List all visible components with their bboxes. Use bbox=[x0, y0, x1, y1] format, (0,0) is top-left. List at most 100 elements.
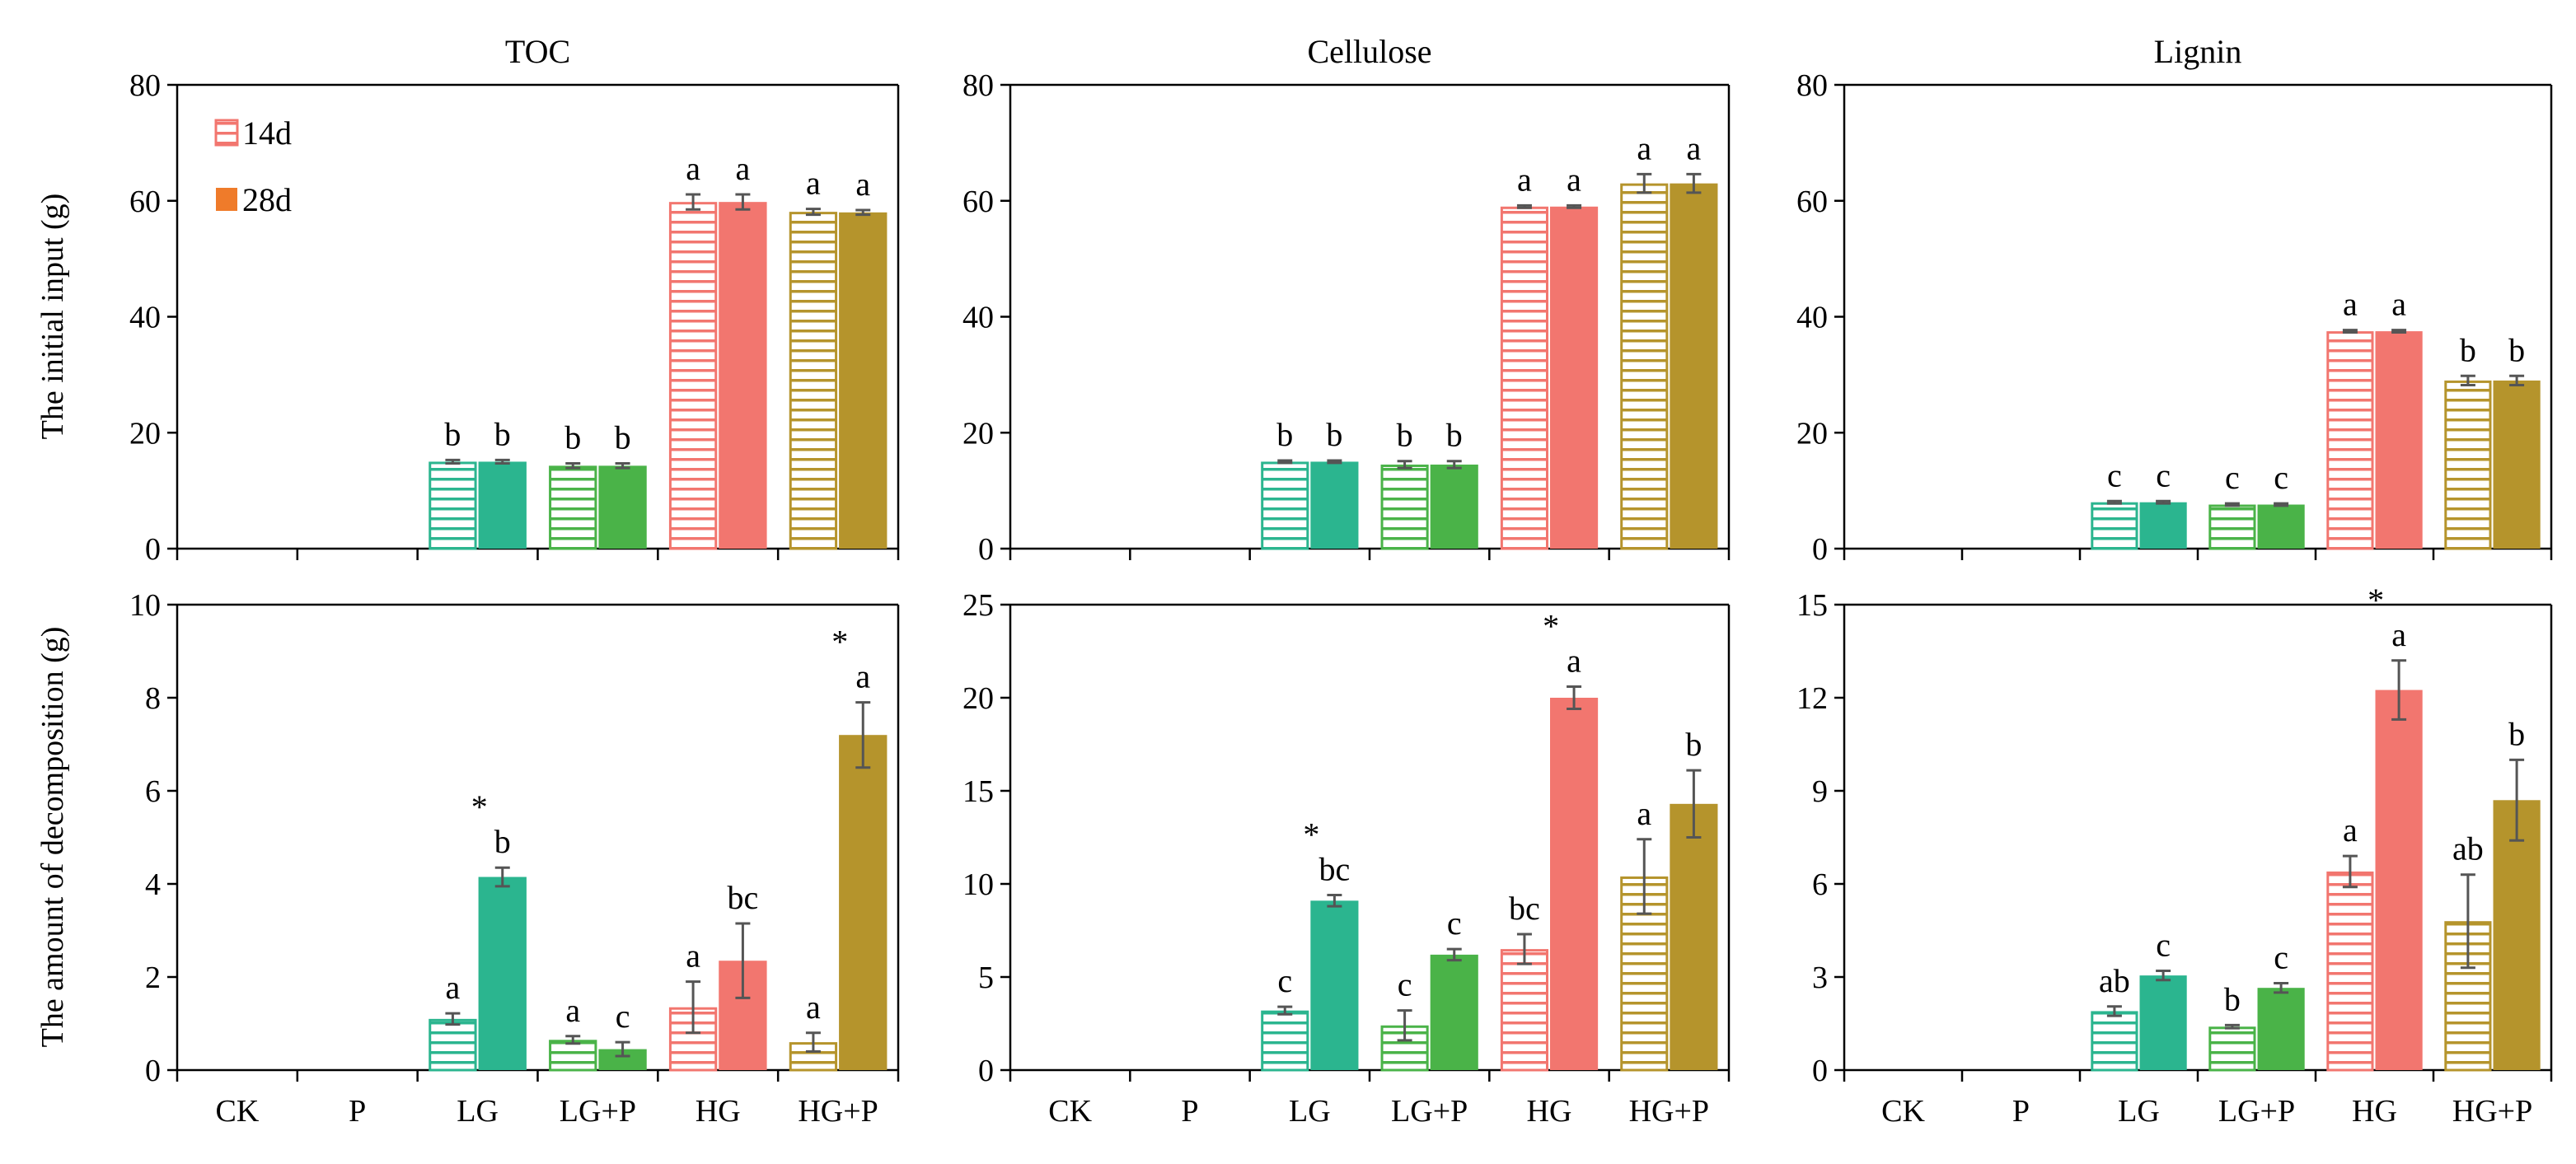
y-tick-label: 3 bbox=[1812, 961, 1828, 995]
y-tick-label: 0 bbox=[978, 1054, 994, 1088]
data-label-LG+P-14d: b bbox=[564, 419, 581, 456]
x-tick-label: LG bbox=[2118, 1094, 2160, 1129]
y-tick-label: 80 bbox=[129, 68, 161, 103]
y-tick-label: 80 bbox=[962, 68, 994, 103]
data-label-LG+P-14d: a bbox=[565, 992, 580, 1029]
data-label-HG-28d: a bbox=[2391, 286, 2406, 323]
bar-LG-14d bbox=[1261, 461, 1309, 550]
bar-HG+P-14d bbox=[1620, 183, 1669, 550]
y-tick-label: 10 bbox=[962, 867, 994, 902]
bar-LG-28d bbox=[2139, 975, 2187, 1070]
bar-LG+P-14d bbox=[2208, 1026, 2256, 1072]
y-tick-label: 6 bbox=[145, 774, 161, 809]
legend-label-14d: 14d bbox=[242, 115, 292, 152]
x-tick-label: P bbox=[2012, 1094, 2030, 1129]
legend-label-28d: 28d bbox=[242, 181, 292, 218]
x-tick-label: CK bbox=[216, 1094, 260, 1129]
bar-LG-28d bbox=[1310, 461, 1359, 549]
data-label-LG-28d: bc bbox=[1319, 851, 1351, 888]
y-tick-label: 20 bbox=[1796, 416, 1828, 451]
bar-LG-14d bbox=[429, 1018, 477, 1072]
y-tick-label: 0 bbox=[1812, 1054, 1828, 1088]
data-label-LG-28d: b bbox=[494, 415, 511, 452]
x-tick-label: LG+P bbox=[2218, 1094, 2295, 1129]
bar-LG-28d bbox=[478, 877, 527, 1070]
data-label-LG+P-14d: b bbox=[2224, 980, 2241, 1017]
data-label-LG-28d: c bbox=[2156, 456, 2171, 493]
bar-HG-28d bbox=[719, 202, 767, 549]
data-label-HG+P-14d: ab bbox=[2452, 830, 2484, 867]
x-tick-label: CK bbox=[1048, 1094, 1092, 1129]
legend-swatch-28d bbox=[216, 188, 237, 211]
x-tick-label: HG bbox=[2352, 1094, 2397, 1129]
data-label-LG+P-14d: c bbox=[1398, 966, 1412, 1003]
significance-star: * bbox=[2368, 582, 2384, 619]
data-label-HG-28d: a bbox=[1567, 161, 1581, 198]
x-tick-label: P bbox=[349, 1094, 366, 1129]
y-tick-label: 0 bbox=[145, 1054, 161, 1088]
bar-HG+P-28d bbox=[839, 212, 888, 549]
data-label-LG+P-28d: b bbox=[615, 419, 631, 456]
x-tick-label: LG bbox=[457, 1094, 499, 1129]
y-tick-label: 12 bbox=[1796, 681, 1828, 716]
y-tick-label: 25 bbox=[962, 588, 994, 623]
y-tick-label: 9 bbox=[1812, 774, 1828, 809]
bar-LG+P-28d bbox=[598, 465, 647, 549]
y-tick-label: 20 bbox=[129, 416, 161, 451]
bar-LG+P-28d bbox=[1430, 464, 1478, 549]
data-label-HG-28d: a bbox=[736, 150, 751, 187]
x-tick-label: HG bbox=[696, 1094, 741, 1129]
panel-title: Lignin bbox=[2154, 33, 2242, 70]
bar-LG-28d bbox=[478, 461, 527, 549]
y-tick-label: 20 bbox=[962, 681, 994, 716]
y-tick-label: 0 bbox=[1812, 532, 1828, 567]
data-label-HG-14d: bc bbox=[1509, 890, 1540, 927]
y-tick-label: 10 bbox=[129, 588, 161, 623]
x-tick-label: HG+P bbox=[2452, 1094, 2532, 1129]
data-label-HG+P-14d: a bbox=[806, 165, 821, 202]
bar-LG+P-14d bbox=[1380, 464, 1429, 550]
panel-title: Cellulose bbox=[1307, 33, 1431, 70]
data-label-LG-28d: b bbox=[1326, 416, 1342, 453]
data-label-LG-14d: c bbox=[1277, 962, 1292, 999]
y-tick-label: 15 bbox=[962, 774, 994, 809]
data-label-HG+P-28d: a bbox=[855, 166, 870, 203]
data-label-LG-14d: ab bbox=[2099, 962, 2130, 999]
data-label-LG+P-28d: c bbox=[1447, 905, 1462, 942]
y-tick-label: 4 bbox=[145, 867, 161, 902]
significance-star: * bbox=[471, 788, 488, 825]
data-label-LG-14d: c bbox=[2107, 456, 2122, 493]
bar-HG+P-28d bbox=[1670, 183, 1718, 549]
y-tick-label: 60 bbox=[962, 185, 994, 219]
data-label-HG+P-14d: b bbox=[2460, 331, 2476, 368]
bar-LG-14d bbox=[429, 461, 477, 550]
data-label-HG-14d: a bbox=[2343, 286, 2358, 323]
bar-HG-28d bbox=[2375, 690, 2423, 1070]
bar-HG+P-28d bbox=[1670, 803, 1718, 1070]
bar-HG-28d bbox=[1550, 206, 1599, 549]
x-tick-label: HG bbox=[1527, 1094, 1572, 1129]
data-label-HG+P-28d: a bbox=[1687, 129, 1702, 166]
x-tick-label: LG+P bbox=[560, 1094, 636, 1129]
data-label-HG+P-14d: a bbox=[806, 989, 821, 1026]
bar-HG+P-28d bbox=[839, 735, 888, 1070]
bar-HG-14d bbox=[2326, 871, 2374, 1072]
y-tick-label: 2 bbox=[145, 961, 161, 995]
data-label-HG-14d: a bbox=[686, 937, 700, 975]
data-label-HG+P-28d: b bbox=[2508, 715, 2525, 752]
bar-LG-14d bbox=[1261, 1010, 1309, 1072]
significance-star: * bbox=[1303, 816, 1319, 853]
data-label-LG-28d: b bbox=[494, 823, 511, 860]
bar-HG+P-14d bbox=[2444, 380, 2492, 550]
significance-star: * bbox=[831, 624, 848, 661]
bar-LG+P-14d bbox=[549, 465, 597, 550]
bar-HG-28d bbox=[2375, 331, 2423, 549]
data-label-LG+P-28d: c bbox=[2274, 459, 2288, 496]
y-axis-label-decomposition: The amount of decomposition (g) bbox=[35, 627, 70, 1048]
y-tick-label: 0 bbox=[145, 532, 161, 567]
y-tick-label: 6 bbox=[1812, 867, 1828, 902]
